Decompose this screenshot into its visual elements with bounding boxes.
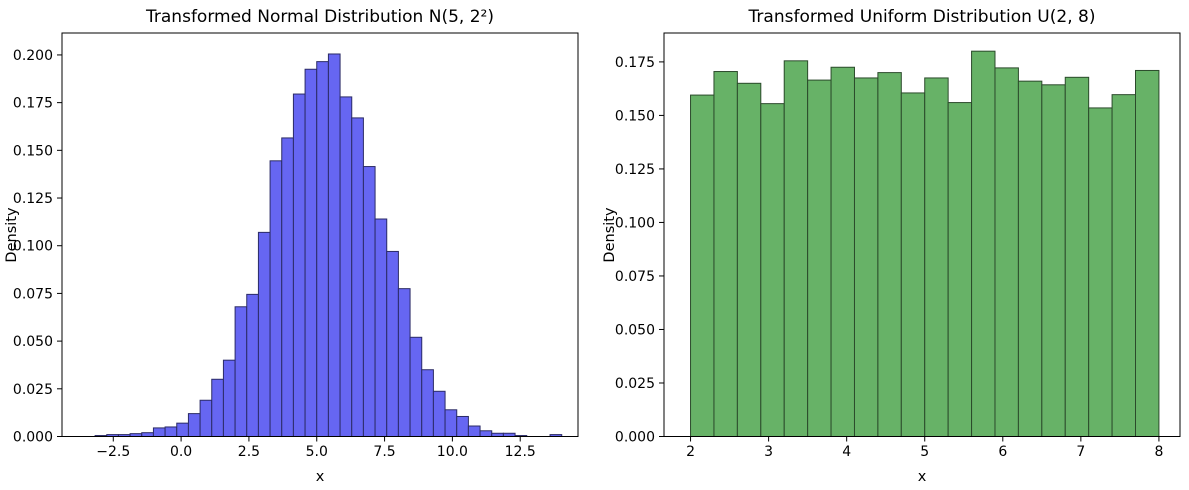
y-tick-label: 0.050 [615,322,655,338]
histogram-bar [199,399,213,437]
histogram-bar [994,67,1019,437]
histogram-bar [830,66,855,437]
x-axis-label-uniform: x [918,469,927,485]
x-tick-label: 2.5 [238,444,260,460]
y-axis-label-normal: Density [4,207,20,263]
y-tick-label: 0.175 [615,55,655,71]
histogram-bar [444,409,458,438]
x-tick-label: 8 [1154,444,1163,460]
x-axis-label-normal: x [316,469,325,485]
y-tick-label: 0.025 [615,376,655,392]
histogram-bar [351,117,364,438]
histogram-bar [187,413,201,437]
plot-area-border [61,32,579,437]
histogram-bar [176,422,189,437]
histogram-bar [397,288,411,437]
y-tick-label: 0.000 [615,430,655,446]
x-tick-label: 2 [686,444,695,460]
histogram-bar [467,425,481,438]
y-tick-label: 0.100 [615,215,655,231]
histogram-bar [362,166,376,438]
histogram-bar [269,160,283,437]
histogram-bar [304,68,318,437]
histogram-bar [713,71,738,437]
histogram-bar [971,50,996,437]
x-tick-label: 10.0 [437,444,468,460]
histogram-bar [374,218,388,437]
histogram-bar [690,94,715,438]
y-tick-label: 0.050 [13,334,53,350]
histogram-bar [924,77,949,437]
histogram-bar [783,60,809,438]
y-tick-label: 0.075 [615,269,655,285]
histogram-bar [853,77,879,437]
x-tick-label: 5.0 [306,444,328,460]
histogram-bar [1064,76,1090,437]
histogram-bar [152,427,166,438]
y-axis-label-uniform: Density [602,207,618,263]
histogram-bar [386,250,399,437]
histogram-bar [211,378,224,437]
y-tick-label: 0.125 [13,191,53,207]
histogram-bar [807,79,832,437]
y-tick-label: 0.100 [13,239,53,255]
histogram-bar [479,430,493,437]
y-tick-label: 0.175 [13,96,53,112]
histogram-bar [1135,69,1160,438]
uniform-histogram-axes: 2 3 4 5 6 7 8 0.000 0.025 0.050 0.075 0.100 0.125 0.1… [615,32,1181,460]
histogram-bar [1088,107,1113,437]
x-tick-label: 7.5 [373,444,395,460]
x-tick-label: 7 [1076,444,1085,460]
histogram-bar [257,231,271,437]
histogram-bar [409,336,423,438]
y-tick-label: 0.000 [13,430,53,446]
histogram-bar [1017,80,1043,437]
histogram-bar [432,390,446,438]
y-tick-label: 0.200 [13,48,53,64]
y-tick-label: 0.125 [615,162,655,178]
histogram-bar [947,102,973,437]
histogram-bar [736,82,762,438]
histogram-bar [164,426,178,437]
plot-area-border [663,32,1181,437]
y-tick-label: 0.075 [13,286,53,302]
histogram-bar [339,96,353,437]
histogram-bar [1041,84,1066,438]
histogram-bar [281,137,294,437]
histogram-bar [327,53,341,438]
histogram-bar [760,103,785,437]
chart-title-uniform: Transformed Uniform Distribution U(2, 8) [748,7,1096,27]
histogram-bar [234,306,248,437]
histogram-bar [877,72,902,437]
x-tick-label: 3 [764,444,773,460]
chart-title-normal: Transformed Normal Distribution N(5, 2²) [145,7,494,27]
x-tick-label: −2.5 [96,444,130,460]
histogram-bar [1111,94,1136,438]
x-tick-label: 6 [998,444,1007,460]
x-tick-label: 0.0 [170,444,192,460]
histogram-bar [222,359,236,437]
x-tick-label: 5 [920,444,929,460]
y-tick-label: 0.025 [13,382,53,398]
histogram-bar [292,93,306,438]
x-tick-label: 4 [842,444,851,460]
x-tick-label: 12.5 [505,444,536,460]
histogram-bar [456,415,469,438]
histogram-bar [246,293,259,437]
histogram-bar [421,369,434,438]
histogram-bar [900,92,926,437]
y-tick-label: 0.150 [13,143,53,159]
histogram-bar [141,432,154,437]
y-tick-label: 0.150 [615,108,655,124]
normal-histogram-axes: −2.5 0.0 2.5 5.0 7.5 10.0 12.5 0.000 0.025 0.050 0… [13,32,579,460]
histogram-bar [316,61,329,438]
